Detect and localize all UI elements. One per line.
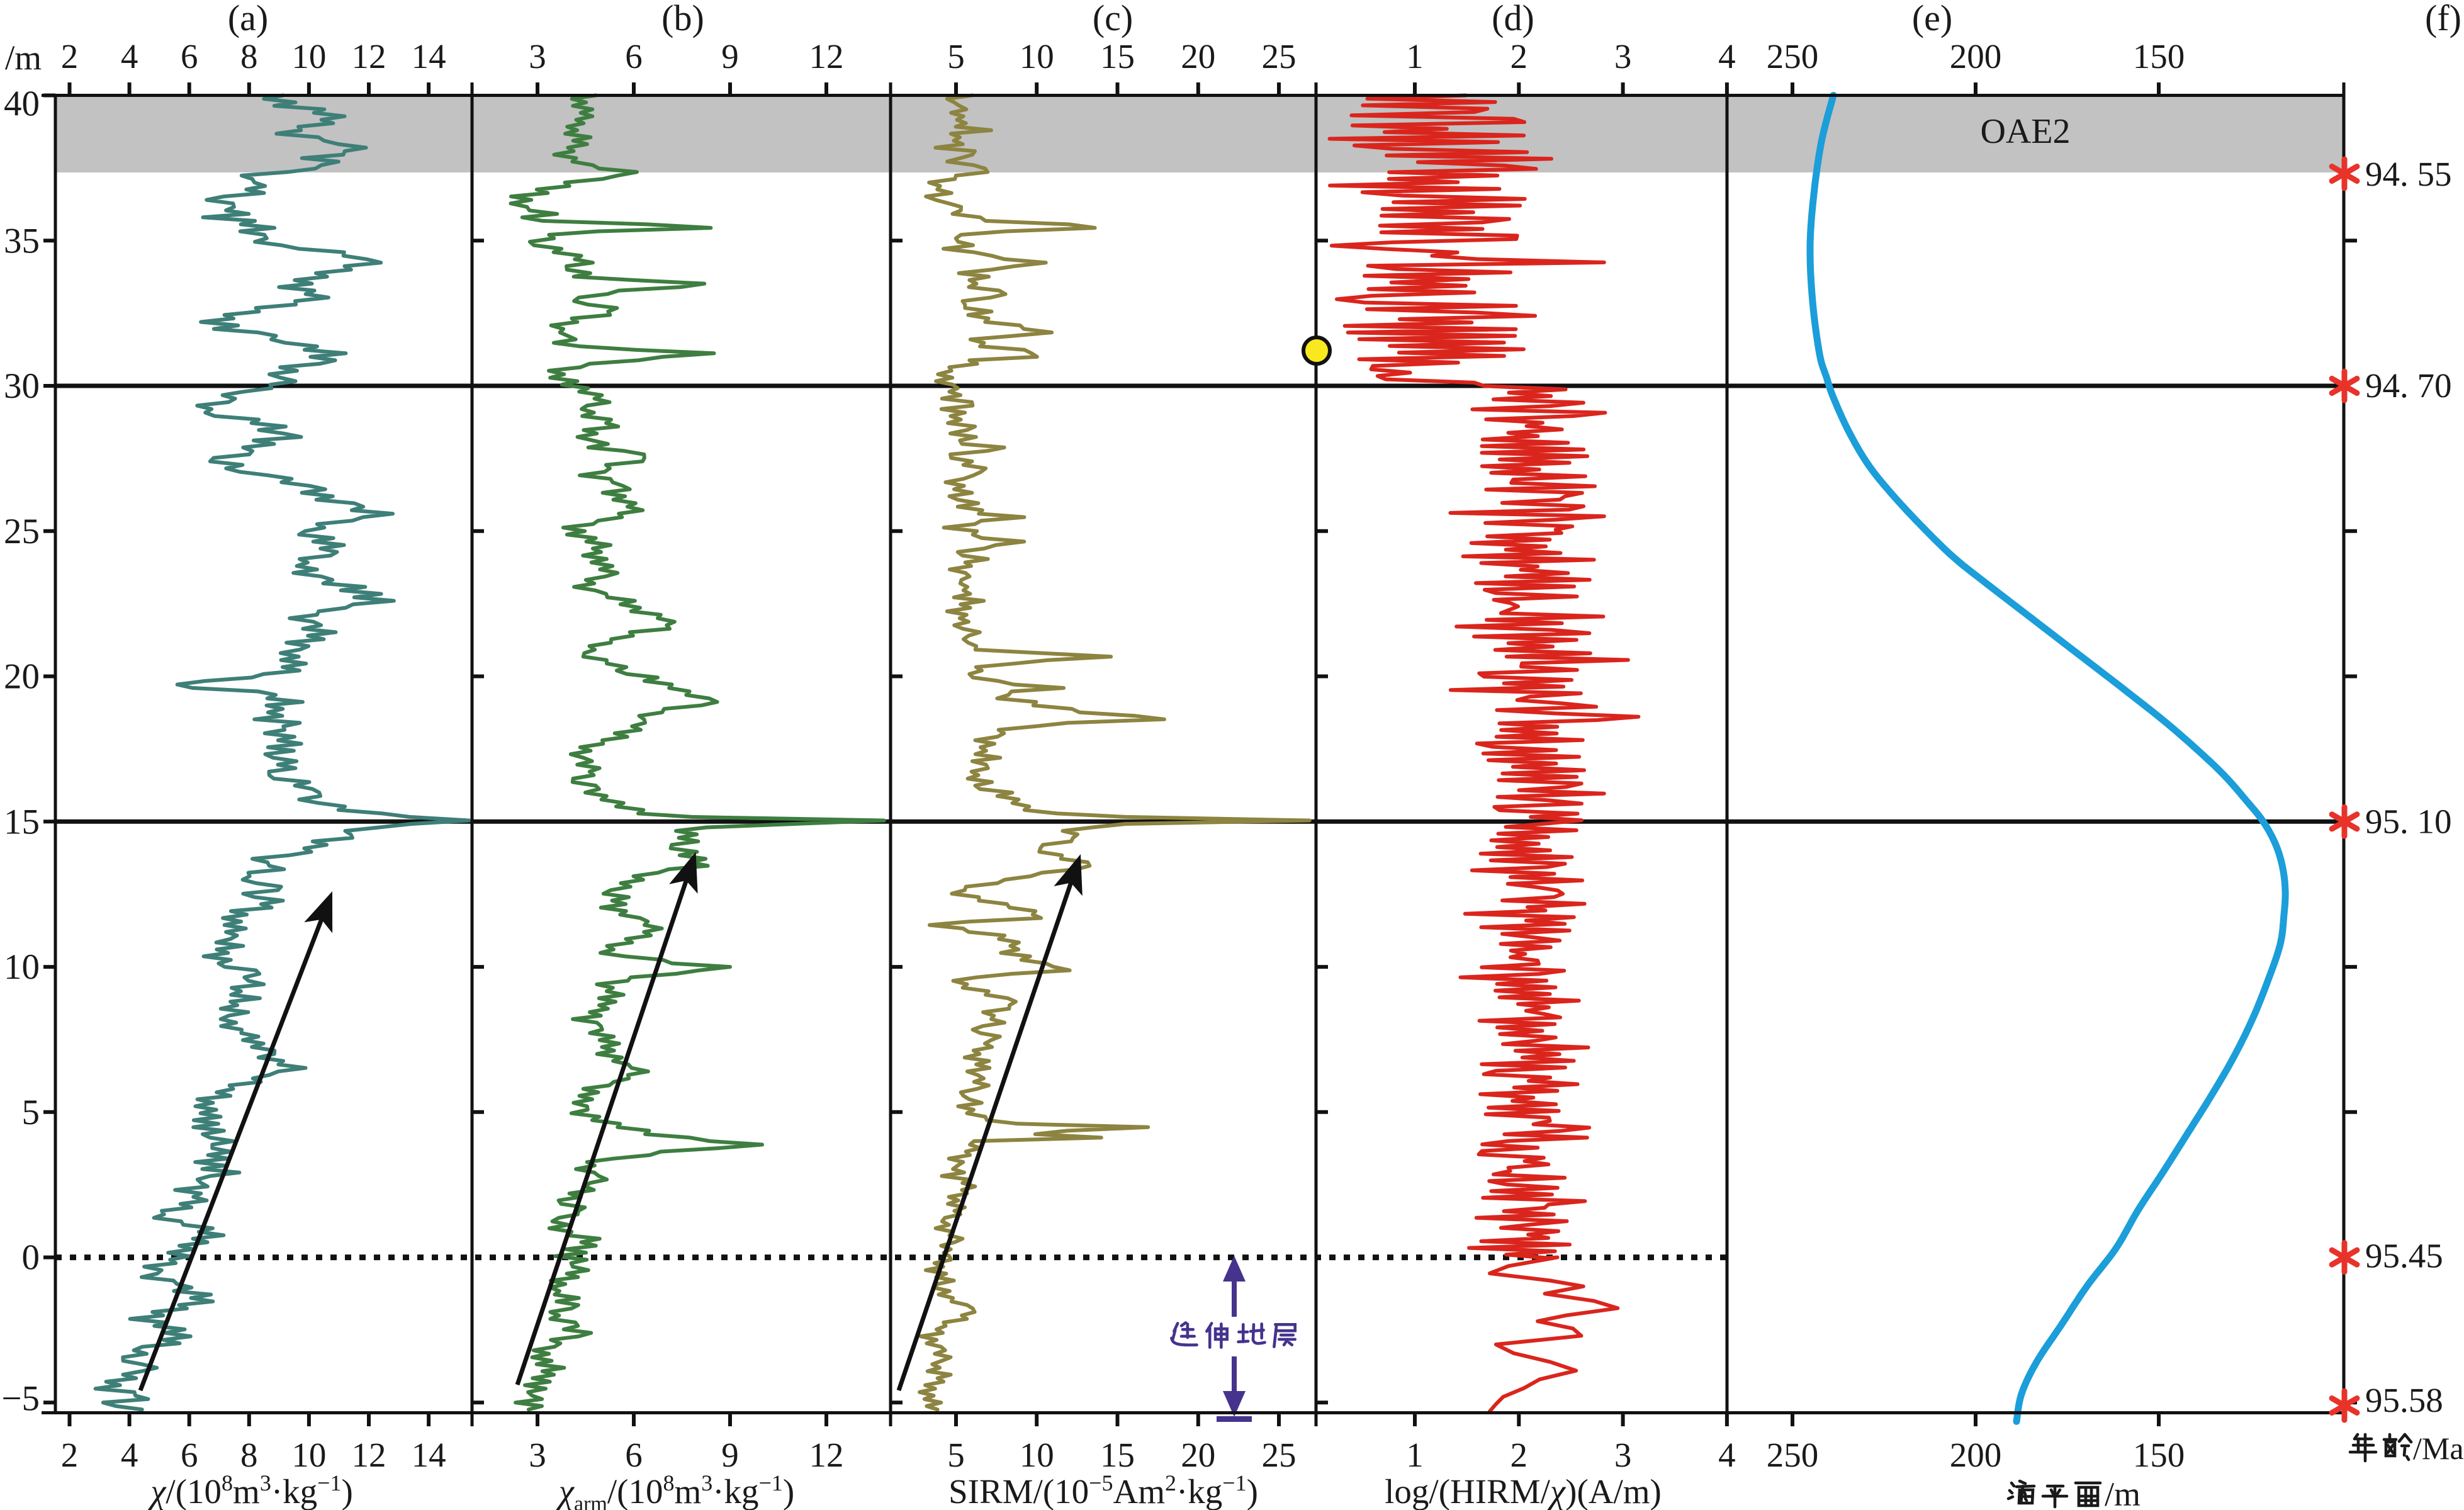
svg-text:5: 5 (947, 37, 965, 76)
svg-text:4: 4 (1718, 37, 1736, 76)
svg-text:25: 25 (1262, 37, 1297, 76)
svg-text:10: 10 (1020, 1436, 1054, 1474)
svg-text:20: 20 (1181, 37, 1215, 76)
svg-text:8: 8 (240, 1436, 258, 1474)
svg-text:94. 70: 94. 70 (2365, 366, 2452, 405)
svg-text:2: 2 (1510, 1436, 1528, 1474)
svg-text:9: 9 (721, 1436, 739, 1474)
svg-text:(e): (e) (1912, 0, 1952, 38)
svg-text:25: 25 (4, 512, 40, 551)
svg-text:3: 3 (1614, 37, 1632, 76)
svg-text:10: 10 (4, 947, 40, 987)
svg-text:0: 0 (22, 1238, 40, 1278)
svg-text:200: 200 (1950, 1436, 2002, 1474)
svg-text:30: 30 (4, 366, 40, 406)
svg-text:8: 8 (240, 37, 258, 76)
svg-text:6: 6 (625, 1436, 643, 1474)
svg-text:94. 55: 94. 55 (2365, 155, 2452, 193)
svg-text:6: 6 (181, 1436, 198, 1474)
svg-text:5: 5 (22, 1093, 40, 1132)
svg-text:15: 15 (1100, 1436, 1135, 1474)
svg-text:2: 2 (1510, 37, 1528, 76)
svg-text:4: 4 (121, 1436, 138, 1474)
svg-text:10: 10 (291, 1436, 326, 1474)
svg-text:6: 6 (625, 37, 643, 76)
svg-text:95.45: 95.45 (2365, 1237, 2443, 1275)
svg-text:25: 25 (1262, 1436, 1297, 1474)
svg-text:150: 150 (2133, 1436, 2185, 1474)
svg-text:4: 4 (1718, 1436, 1736, 1474)
svg-text:250: 250 (1767, 37, 1819, 76)
svg-text:2: 2 (61, 1436, 79, 1474)
svg-text:χ/(108m3·kg−1): χ/(108m3·kg−1) (147, 1470, 353, 1510)
svg-text:(c): (c) (1093, 0, 1133, 38)
svg-text:10: 10 (291, 37, 326, 76)
svg-text:12: 12 (809, 37, 844, 76)
svg-text:95. 10: 95. 10 (2365, 802, 2452, 840)
svg-text:9: 9 (721, 37, 739, 76)
svg-text:40: 40 (4, 84, 40, 124)
svg-text:15: 15 (1100, 37, 1135, 76)
svg-text:5: 5 (947, 1436, 965, 1474)
svg-text:12: 12 (352, 1436, 386, 1474)
svg-text:95.58: 95.58 (2365, 1381, 2443, 1419)
svg-text:3: 3 (1614, 1436, 1632, 1474)
svg-text:4: 4 (121, 37, 138, 76)
svg-text:12: 12 (809, 1436, 844, 1474)
svg-text:log/(HIRM/χ)(A/m): log/(HIRM/χ)(A/m) (1385, 1472, 1662, 1510)
svg-text:20: 20 (4, 657, 40, 697)
svg-text:OAE2: OAE2 (1980, 112, 2070, 151)
svg-text:−5: −5 (1, 1378, 40, 1418)
svg-text:(d): (d) (1492, 0, 1534, 38)
svg-text:χarm/(108m3·kg−1): χarm/(108m3·kg−1) (556, 1470, 794, 1510)
svg-text:3: 3 (529, 1436, 546, 1474)
svg-text:1: 1 (1406, 1436, 1424, 1474)
svg-text:12: 12 (352, 37, 386, 76)
svg-text:250: 250 (1767, 1436, 1819, 1474)
svg-text:10: 10 (1020, 37, 1054, 76)
svg-text:20: 20 (1181, 1436, 1215, 1474)
svg-text:200: 200 (1950, 37, 2002, 76)
svg-text:/Ma: /Ma (2413, 1431, 2464, 1466)
svg-text:(a): (a) (228, 0, 268, 38)
svg-text:2: 2 (61, 37, 79, 76)
svg-text:(f): (f) (2425, 0, 2461, 38)
svg-text:150: 150 (2133, 37, 2185, 76)
svg-text:1: 1 (1406, 37, 1424, 76)
svg-text:3: 3 (529, 37, 546, 76)
svg-text:14: 14 (412, 37, 446, 76)
svg-text:(b): (b) (661, 0, 704, 38)
svg-text:15: 15 (4, 802, 40, 842)
svg-text:6: 6 (181, 37, 198, 76)
svg-text:/m: /m (2105, 1475, 2141, 1510)
svg-text:/m: /m (5, 38, 42, 77)
svg-text:14: 14 (412, 1436, 446, 1474)
svg-text:35: 35 (4, 221, 40, 261)
